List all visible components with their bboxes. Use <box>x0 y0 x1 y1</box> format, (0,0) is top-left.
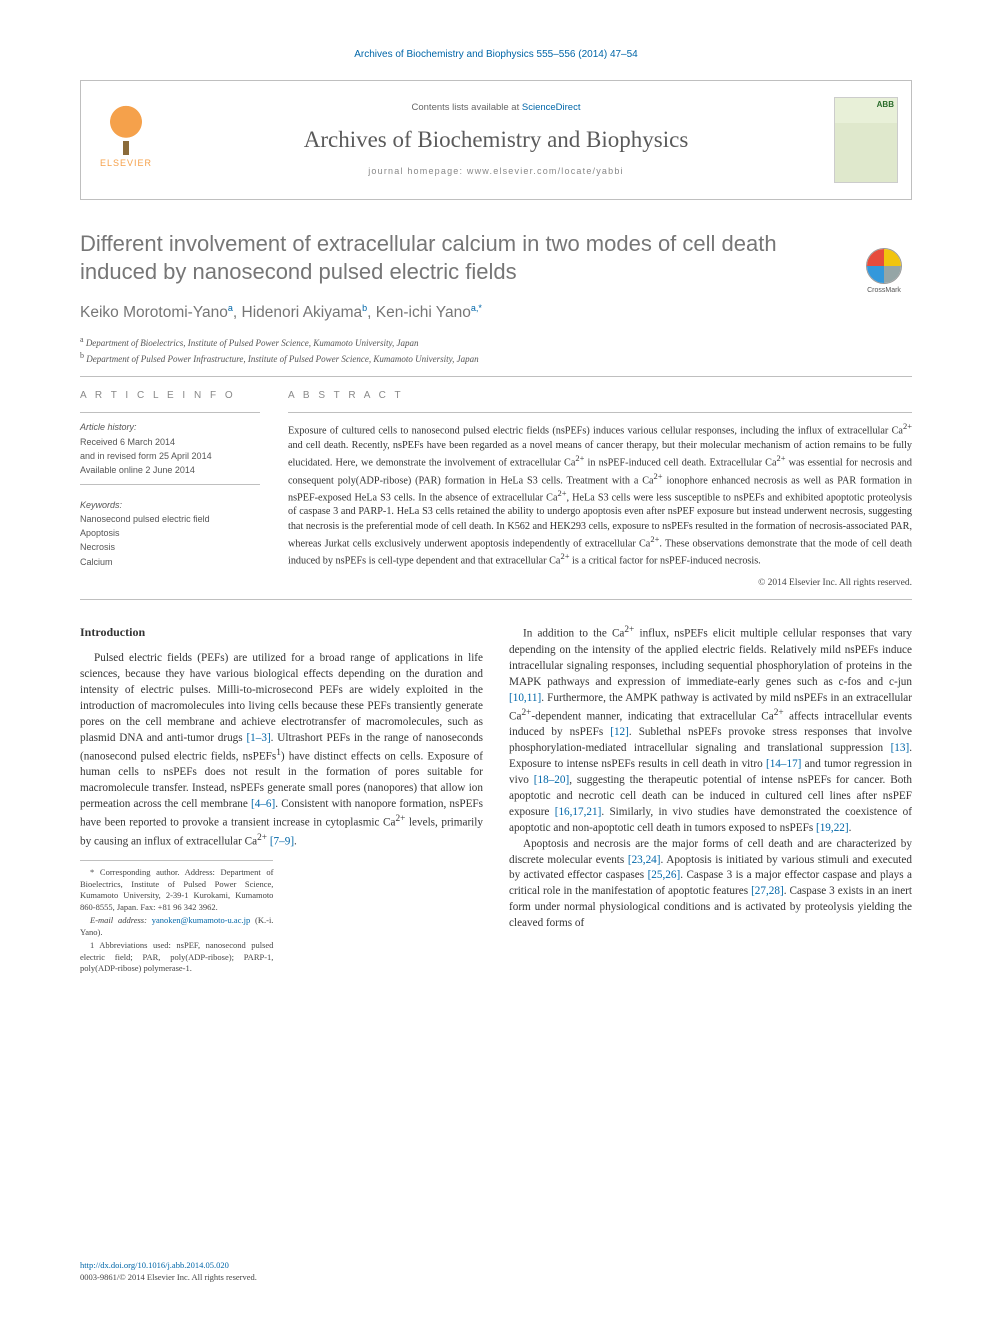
crossmark-label: CrossMark <box>867 287 901 294</box>
contents-available-line: Contents lists available at ScienceDirec… <box>171 102 821 115</box>
author-list: Keiko Morotomi-Yanoa, Hidenori Akiyamab,… <box>80 302 912 324</box>
elsevier-tree-icon <box>102 105 150 153</box>
keyword-item: Calcium <box>80 556 260 568</box>
affiliation-list: a Department of Bioelectrics, Institute … <box>80 334 912 366</box>
history-label: Article history: <box>80 421 260 433</box>
body-paragraph: In addition to the Ca2+ influx, nsPEFs e… <box>509 624 912 836</box>
introduction-heading: Introduction <box>80 624 483 641</box>
rule-bottom <box>80 599 912 600</box>
article-info-block: A R T I C L E I N F O Article history: R… <box>80 389 260 589</box>
body-paragraph: Apoptosis and necrosis are the major for… <box>509 837 912 932</box>
keyword-item: Nanosecond pulsed electric field <box>80 513 260 525</box>
history-line: Received 6 March 2014 <box>80 436 260 448</box>
article-meta-row: A R T I C L E I N F O Article history: R… <box>80 389 912 589</box>
email-label: E-mail address: <box>90 915 147 925</box>
abstract-copyright: © 2014 Elsevier Inc. All rights reserved… <box>288 577 912 590</box>
keyword-item: Necrosis <box>80 541 260 553</box>
history-line: Available online 2 June 2014 <box>80 464 260 476</box>
contents-prefix: Contents lists available at <box>412 102 522 113</box>
cover-thumb-block <box>821 81 911 199</box>
journal-homepage-line: journal homepage: www.elsevier.com/locat… <box>171 165 821 177</box>
abstract-heading: A B S T R A C T <box>288 389 912 403</box>
masthead-center: Contents lists available at ScienceDirec… <box>171 81 821 199</box>
body-paragraph: Pulsed electric fields (PEFs) are utiliz… <box>80 651 483 850</box>
history-line: and in revised form 25 April 2014 <box>80 450 260 462</box>
keyword-item: Apoptosis <box>80 527 260 539</box>
corresponding-author-note: * Corresponding author. Address: Departm… <box>80 867 273 913</box>
journal-name: Archives of Biochemistry and Biophysics <box>171 124 821 155</box>
keywords-label: Keywords: <box>80 499 260 511</box>
email-line: E-mail address: yanoken@kumamoto-u.ac.jp… <box>80 915 273 938</box>
journal-cover-icon <box>834 97 898 183</box>
body-columns: Introduction Pulsed electric fields (PEF… <box>80 624 912 974</box>
issn-copyright-line: 0003-9861/© 2014 Elsevier Inc. All right… <box>80 1272 257 1282</box>
abstract-block: A B S T R A C T Exposure of cultured cel… <box>288 389 912 589</box>
article-title: Different involvement of extracellular c… <box>80 230 912 286</box>
crossmark-badge[interactable]: CrossMark <box>856 248 912 295</box>
publisher-logo-block: ELSEVIER <box>81 81 171 199</box>
elsevier-logo-icon: ELSEVIER <box>96 105 156 175</box>
homepage-url: www.elsevier.com/locate/yabbi <box>467 166 624 176</box>
abstract-text: Exposure of cultured cells to nanosecond… <box>288 421 912 568</box>
footnote-block: * Corresponding author. Address: Departm… <box>80 860 273 974</box>
article-info-heading: A R T I C L E I N F O <box>80 389 260 403</box>
corresponding-email-link[interactable]: yanoken@kumamoto-u.ac.jp <box>152 915 250 925</box>
crossmark-icon <box>866 248 902 284</box>
doi-link[interactable]: http://dx.doi.org/10.1016/j.abb.2014.05.… <box>80 1260 229 1270</box>
homepage-prefix: journal homepage: <box>368 166 467 176</box>
page-footer: http://dx.doi.org/10.1016/j.abb.2014.05.… <box>80 1260 257 1283</box>
abbreviations-note: 1 Abbreviations used: nsPEF, nanosecond … <box>80 940 273 974</box>
rule-top <box>80 376 912 377</box>
running-head: Archives of Biochemistry and Biophysics … <box>80 48 912 62</box>
journal-masthead: ELSEVIER Contents lists available at Sci… <box>80 80 912 200</box>
sciencedirect-link[interactable]: ScienceDirect <box>522 102 581 113</box>
publisher-logo-text: ELSEVIER <box>96 157 156 169</box>
